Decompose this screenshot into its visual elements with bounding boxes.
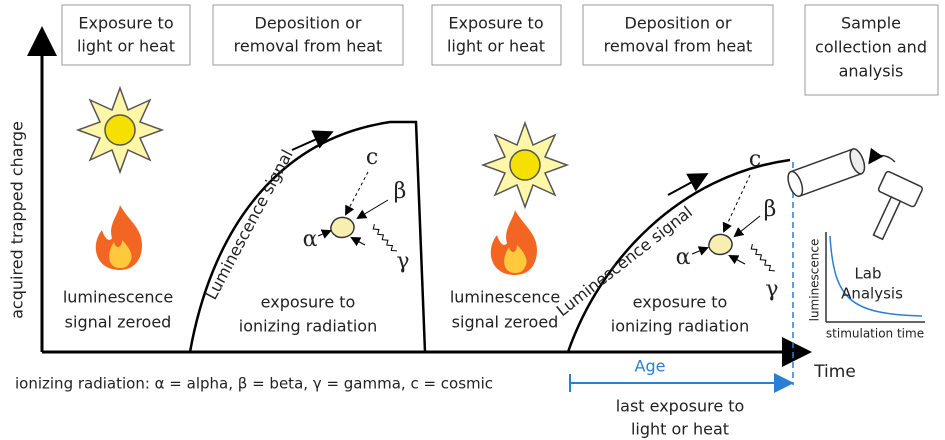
radiation-group: c β α γ (303, 145, 410, 274)
sample-tube (787, 148, 866, 198)
zeroed-text: luminescence (63, 288, 173, 307)
stage-text: removal from heat (604, 37, 753, 56)
stage-text: Exposure to (78, 14, 173, 33)
c-label: c (366, 145, 378, 170)
age-label: Age (635, 357, 666, 376)
arrow (291, 130, 334, 151)
lab-y-label: luminescence (808, 239, 822, 322)
zeroed-text: signal zeroed (65, 313, 172, 332)
age-note: last exposure to (616, 397, 745, 416)
stage-text: Deposition or (625, 14, 732, 33)
sun-icon (75, 85, 165, 175)
flame-icon (490, 210, 537, 275)
flame-icon (95, 205, 142, 270)
stage-text: collection and (815, 38, 927, 57)
legend: ionizing radiation: α = alpha, β = beta,… (15, 375, 493, 393)
age-note: light or heat (631, 420, 729, 439)
c-label: c (749, 147, 761, 172)
stage-text: Deposition or (255, 14, 362, 33)
stage-text: light or heat (77, 37, 175, 56)
stage-text: Sample (841, 14, 901, 33)
alpha-label: α (303, 227, 318, 252)
zeroed-text: luminescence (450, 288, 560, 307)
stage-text: light or heat (447, 37, 545, 56)
exposure-text: ionizing radiation (611, 317, 749, 336)
lab-x-label: stimulation time (826, 327, 924, 341)
lab-title: Lab (854, 265, 881, 283)
stage-box: Deposition or removal from heat (212, 4, 404, 66)
exposure-text: ionizing radiation (239, 317, 377, 336)
curve-label: Luminescence signal (202, 146, 297, 302)
stage-box: Exposure to light or heat (431, 4, 562, 66)
alpha-label: α (676, 245, 691, 270)
arrow (868, 147, 896, 165)
sun-icon (480, 120, 570, 210)
stage-box: Exposure to light or heat (61, 4, 191, 66)
hammer-icon (872, 170, 923, 241)
charge-curve (188, 120, 427, 353)
stage-box: Deposition or removal from heat (582, 4, 774, 66)
y-axis-label: acquired trapped charge (8, 121, 27, 319)
zeroed-text: signal zeroed (452, 313, 559, 332)
stage-box: Sample collection and analysis (804, 4, 939, 96)
exposure-text: exposure to (261, 293, 356, 312)
lab-title: Analysis (841, 285, 903, 303)
gamma-label: γ (765, 277, 778, 302)
arrow (667, 173, 709, 196)
x-axis-label: Time (813, 362, 856, 382)
beta-label: β (394, 179, 407, 204)
beta-label: β (764, 197, 777, 222)
charge-curve (566, 158, 791, 353)
stage-text: analysis (839, 62, 904, 81)
gamma-label: γ (396, 249, 409, 274)
lab-inset: luminescence stimulation time Lab Analys… (808, 232, 925, 341)
stage-text: Exposure to (448, 14, 543, 33)
stage-text: removal from heat (234, 37, 383, 56)
radiation-group: c β α γ (676, 147, 779, 302)
exposure-text: exposure to (633, 293, 728, 312)
